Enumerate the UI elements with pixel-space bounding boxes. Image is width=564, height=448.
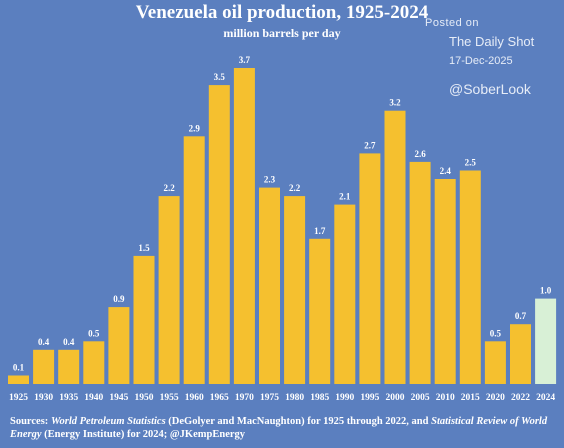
data-label-2022: 0.7 [515, 311, 527, 321]
data-label-1945: 0.9 [113, 294, 125, 304]
x-tick-1995: 1995 [360, 393, 379, 403]
bar-2010 [434, 179, 456, 384]
bar-1975 [259, 187, 280, 384]
data-label-1930: 0.4 [38, 337, 50, 347]
data-label-1955: 2.2 [163, 183, 175, 193]
bar-1980 [284, 196, 306, 384]
bar-1935 [58, 349, 80, 384]
sources-note: Sources: World Petroleum Statistics (DeG… [10, 415, 558, 441]
bar-1930 [33, 349, 55, 384]
sources-mid: (DeGolyer and MacNaughton) for 1925 thro… [165, 416, 432, 427]
watermark-posted-label: Posted on [425, 17, 480, 29]
x-tick-1985: 1985 [310, 393, 329, 403]
x-tick-1970: 1970 [235, 393, 254, 403]
x-tick-2000: 2000 [386, 393, 405, 403]
bar-2022 [510, 324, 531, 384]
bar-1955 [158, 196, 180, 384]
data-label-2000: 3.2 [389, 98, 401, 108]
bar-2005 [409, 161, 431, 384]
bar-1940 [83, 341, 105, 384]
bar-1985 [309, 238, 331, 384]
data-label-1995: 2.7 [364, 140, 376, 150]
data-label-1925: 0.1 [13, 363, 25, 373]
x-tick-1980: 1980 [285, 393, 304, 403]
data-label-2005: 2.6 [414, 149, 426, 159]
data-label-1975: 2.3 [264, 175, 276, 185]
data-label-1990: 2.1 [339, 192, 351, 202]
bar-1970 [233, 68, 255, 384]
bar-2020 [484, 341, 506, 384]
data-label-2024: 1.0 [540, 286, 552, 296]
x-tick-1930: 1930 [34, 393, 53, 403]
data-label-2015: 2.5 [465, 158, 477, 168]
sources-prefix: Sources: [10, 416, 51, 427]
bar-1990 [334, 204, 356, 384]
bar-2015 [459, 170, 481, 384]
data-label-1965: 3.5 [214, 72, 226, 82]
data-label-1970: 3.7 [239, 55, 251, 65]
x-tick-2015: 2015 [461, 393, 480, 403]
x-tick-1965: 1965 [210, 393, 229, 403]
sources-title-sr: Statistical Review of World Energy [10, 416, 548, 440]
watermark-handle: @SoberLook [449, 81, 531, 97]
x-tick-1925: 1925 [9, 393, 28, 403]
bar-1965 [208, 85, 230, 384]
data-label-1940: 0.5 [88, 328, 100, 338]
bar-1960 [183, 136, 205, 384]
x-tick-1975: 1975 [260, 393, 279, 403]
data-label-1960: 2.9 [189, 123, 201, 133]
x-tick-2020: 2020 [486, 393, 505, 403]
bar-2024 [535, 298, 557, 384]
x-tick-2024: 2024 [536, 393, 555, 403]
x-tick-1935: 1935 [59, 393, 78, 403]
x-tick-1960: 1960 [185, 393, 204, 403]
bar-1925 [8, 375, 29, 384]
sources-title-wps: World Petroleum Statistics [50, 416, 166, 427]
bar-1995 [359, 153, 381, 384]
x-tick-2022: 2022 [511, 393, 530, 403]
x-tick-1950: 1950 [135, 393, 154, 403]
chart-subtitle: million barrels per day [223, 26, 341, 40]
sources-suffix: (Energy Institute) for 2024; @JKempEnerg… [41, 429, 246, 440]
x-tick-1945: 1945 [109, 393, 128, 403]
x-tick-2005: 2005 [411, 393, 430, 403]
data-label-1980: 2.2 [289, 183, 301, 193]
x-tick-1940: 1940 [84, 393, 103, 403]
x-tick-1955: 1955 [160, 393, 179, 403]
data-label-1935: 0.4 [63, 337, 75, 347]
bar-1945 [108, 307, 130, 384]
bar-1950 [133, 255, 155, 384]
watermark-date: 17-Dec-2025 [449, 55, 513, 67]
data-label-2020: 0.5 [490, 328, 502, 338]
chart-title: Venezuela oil production, 1925-2024 [135, 2, 429, 23]
watermark-publisher: The Daily Shot [449, 34, 535, 49]
data-label-1950: 1.5 [138, 243, 150, 253]
x-tick-2010: 2010 [436, 393, 455, 403]
bar-2000 [384, 110, 406, 384]
data-label-2010: 2.4 [440, 166, 452, 176]
data-label-1985: 1.7 [314, 226, 326, 236]
x-tick-1990: 1990 [335, 393, 354, 403]
